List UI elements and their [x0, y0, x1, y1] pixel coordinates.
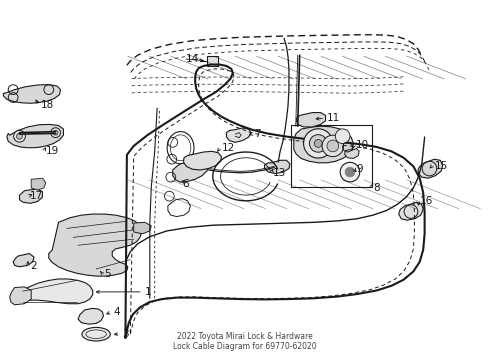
Text: 2022 Toyota Mirai Lock & Hardware
Lock Cable Diagram for 69770-62020: 2022 Toyota Mirai Lock & Hardware Lock C…: [173, 332, 317, 351]
Text: 11: 11: [327, 113, 340, 123]
Circle shape: [14, 130, 25, 142]
Polygon shape: [134, 222, 151, 234]
Bar: [207, 56, 218, 66]
Polygon shape: [10, 287, 31, 305]
Polygon shape: [31, 178, 46, 190]
Circle shape: [51, 128, 60, 138]
Text: 13: 13: [273, 168, 287, 178]
Polygon shape: [418, 159, 442, 178]
Bar: [292, 126, 372, 187]
Polygon shape: [13, 253, 34, 267]
Text: 4: 4: [113, 307, 120, 317]
Text: 14: 14: [185, 54, 199, 64]
Text: 19: 19: [46, 146, 59, 156]
Circle shape: [53, 130, 58, 135]
Polygon shape: [173, 161, 208, 182]
Circle shape: [335, 129, 350, 144]
Polygon shape: [226, 128, 251, 142]
Polygon shape: [296, 113, 325, 127]
Text: 1: 1: [145, 287, 151, 297]
Text: 10: 10: [356, 140, 369, 150]
Polygon shape: [20, 189, 43, 203]
Text: 18: 18: [41, 100, 54, 111]
Polygon shape: [399, 202, 423, 220]
Circle shape: [17, 133, 23, 139]
Polygon shape: [7, 125, 63, 148]
Circle shape: [309, 135, 327, 152]
Circle shape: [340, 162, 360, 182]
Polygon shape: [265, 160, 290, 174]
Circle shape: [322, 135, 343, 157]
Circle shape: [304, 129, 333, 158]
Polygon shape: [78, 309, 103, 324]
Text: 12: 12: [221, 143, 235, 153]
Text: 17: 17: [30, 191, 44, 201]
Polygon shape: [294, 126, 353, 163]
Text: 2: 2: [30, 261, 37, 271]
Polygon shape: [183, 151, 221, 170]
Ellipse shape: [82, 327, 110, 341]
Polygon shape: [3, 85, 60, 103]
Text: 6: 6: [182, 179, 189, 189]
Polygon shape: [15, 279, 93, 304]
Text: 8: 8: [373, 183, 380, 193]
Text: 9: 9: [356, 164, 363, 174]
Text: 3: 3: [122, 329, 128, 339]
Polygon shape: [49, 214, 142, 276]
Text: 16: 16: [420, 196, 433, 206]
Text: 15: 15: [435, 161, 448, 171]
Circle shape: [345, 167, 355, 177]
Polygon shape: [344, 148, 359, 158]
Circle shape: [327, 140, 339, 152]
Text: 5: 5: [104, 269, 111, 279]
Text: 7: 7: [254, 129, 260, 139]
Circle shape: [314, 140, 322, 147]
